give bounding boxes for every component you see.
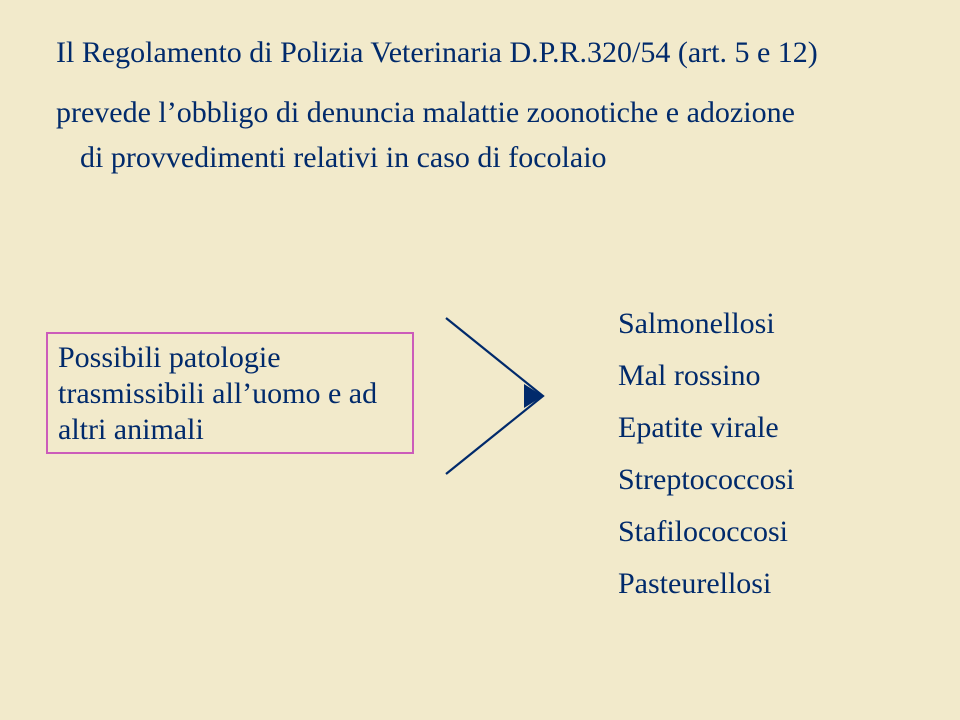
indent-line: di provvedimenti relativi in caso di foc… [80, 139, 914, 177]
disease-item: Mal rossino [618, 358, 795, 394]
slide: Il Regolamento di Polizia Veterinaria D.… [0, 0, 960, 720]
box-line-2: trasmissibili all’uomo e ad [58, 376, 402, 412]
box-line-3: altri animali [58, 412, 402, 448]
disease-list: Salmonellosi Mal rossino Epatite virale … [618, 306, 795, 618]
pathology-box: Possibili patologie trasmissibili all’uo… [46, 332, 414, 454]
disease-item: Streptococcosi [618, 462, 795, 498]
disease-item: Salmonellosi [618, 306, 795, 342]
slide-title: Il Regolamento di Polizia Veterinaria D.… [56, 34, 914, 72]
box-line-1: Possibili patologie [58, 340, 402, 376]
intro-line: prevede l’obbligo di denuncia malattie z… [56, 94, 914, 132]
arrow-icon [438, 308, 588, 489]
disease-item: Pasteurellosi [618, 566, 795, 602]
disease-item: Epatite virale [618, 410, 795, 446]
disease-item: Stafilococcosi [618, 514, 795, 550]
